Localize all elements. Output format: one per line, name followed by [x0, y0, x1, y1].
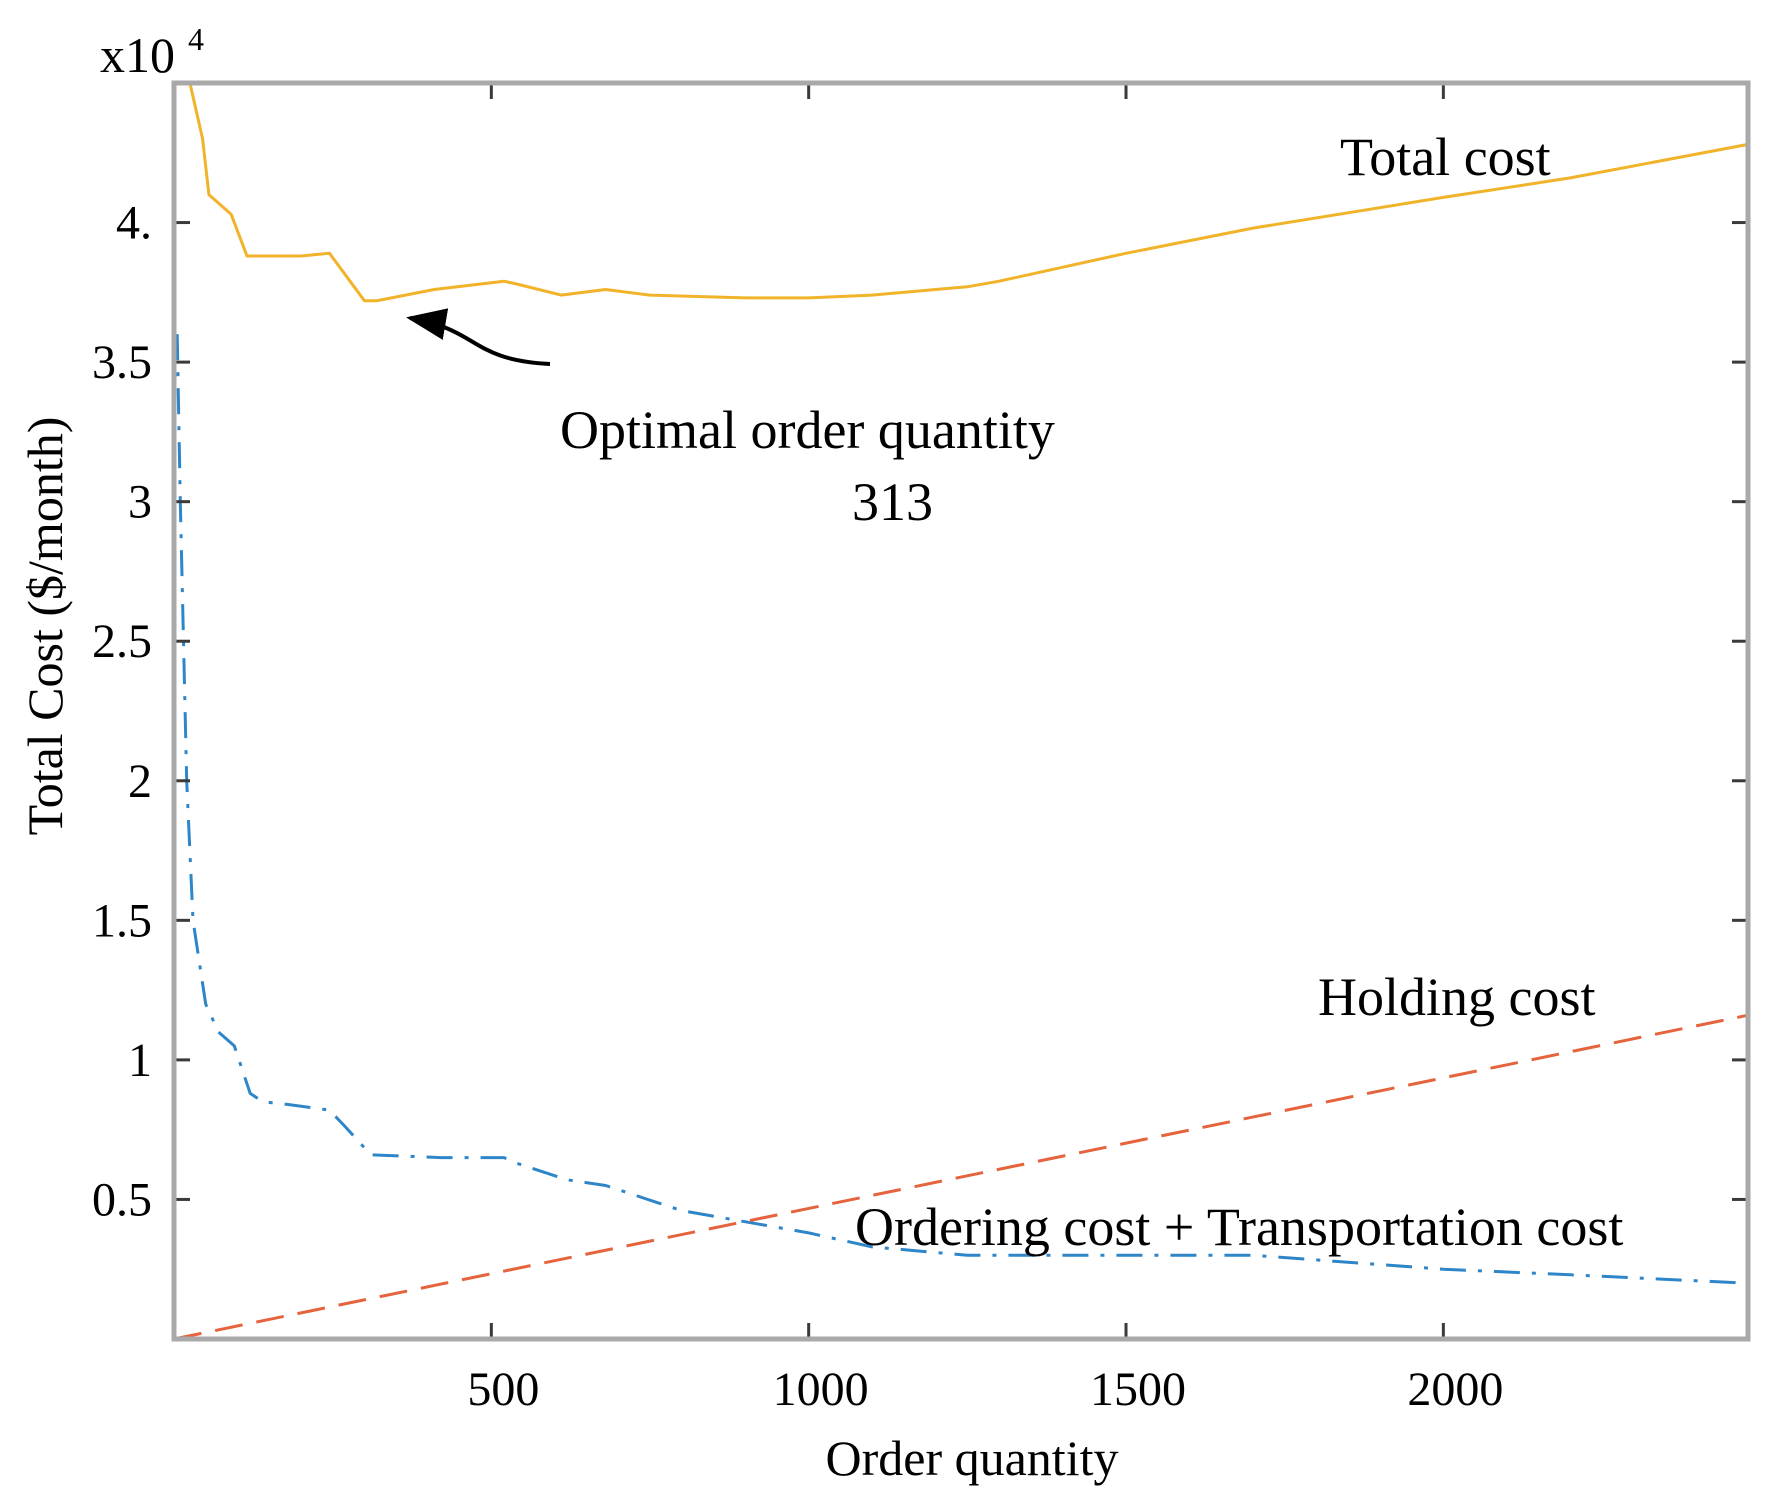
holding-cost-label: Holding cost: [1318, 967, 1596, 1027]
optimal-quantity-value: 313: [852, 472, 933, 532]
series-line-1: [188, 82, 1749, 303]
x-axis-label: Order quantity: [826, 1430, 1119, 1486]
tick-layer: 500 1000 1500 2000 0.5 1 1.5 2 2.5 3 3.5 4.: [92, 83, 1748, 1416]
optimal-point-arrow: [406, 308, 551, 366]
y-axis-label: Total Cost ($/month): [17, 417, 73, 836]
optimal-quantity-label: Optimal order quantity: [560, 400, 1055, 460]
plot-frame: [171, 80, 1751, 1342]
total-cost-label: Total cost: [1340, 127, 1551, 187]
series-layer: [173, 82, 1749, 1341]
y-tick-label-2.5: 2.5: [92, 615, 152, 668]
ordering-cost-label: Ordering cost + Transportation cost: [855, 1197, 1623, 1257]
y-tick-label-3.5: 3.5: [92, 336, 152, 389]
x-tick-label-500: 500: [467, 1363, 539, 1416]
y-multiplier: x10: [100, 27, 175, 83]
x-tick-label-1500: 1500: [1090, 1363, 1186, 1416]
y-tick-label-4: 4.: [116, 197, 152, 250]
y-tick-label-3: 3: [128, 476, 152, 529]
series-line-2: [175, 334, 1749, 1285]
y-tick-label-0.5: 0.5: [92, 1173, 152, 1226]
y-multiplier-exponent: 4: [188, 21, 204, 57]
series-line-3: [173, 1013, 1749, 1341]
x-tick-label-2000: 2000: [1407, 1363, 1503, 1416]
x-tick-label-1000: 1000: [773, 1363, 869, 1416]
y-tick-label-2: 2: [128, 755, 152, 808]
y-tick-label-1: 1: [128, 1034, 152, 1087]
y-tick-label-1.5: 1.5: [92, 894, 152, 947]
